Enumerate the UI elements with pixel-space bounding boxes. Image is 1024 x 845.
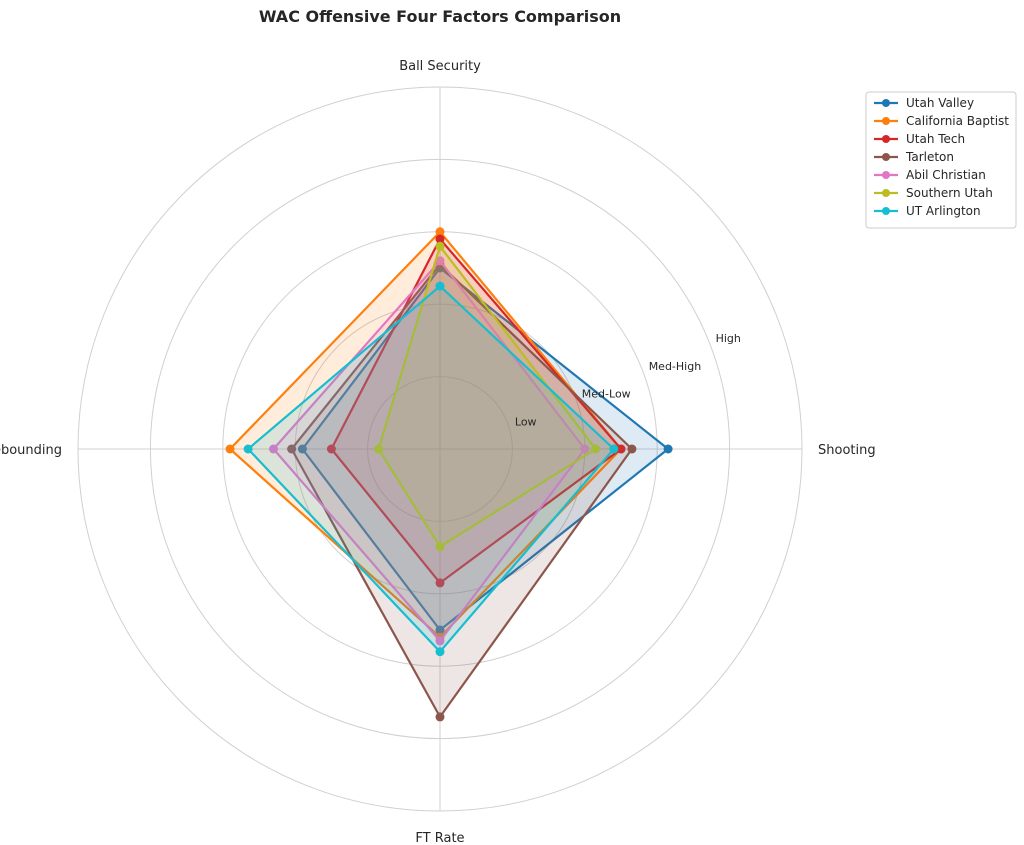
series-area-ut-arlington — [247, 285, 615, 653]
legend-label-tarleton: Tarleton — [905, 150, 954, 164]
series-point-abil-christian-1 — [435, 256, 445, 266]
series-point-southern-utah-1 — [435, 241, 445, 251]
series-point-southern-utah-2 — [374, 444, 383, 454]
legend: Utah Valley California Baptist Utah Tech Ta… — [865, 91, 1017, 229]
chart-title: WAC Offensive Four Factors Comparison — [259, 7, 621, 26]
series-point-ut-arlington-2 — [243, 444, 253, 454]
ring-label-2: Med-Low — [582, 388, 631, 401]
series-point-california-baptist-2 — [225, 444, 235, 454]
labels-layer: Low Med-Low Med-High High Shooting Ball Secur… — [0, 59, 876, 845]
legend-box — [865, 91, 1017, 229]
series-point-tarleton-2 — [287, 444, 297, 454]
series-point-california-baptist-1 — [435, 227, 445, 237]
series-point-abil-christian-2 — [269, 444, 278, 454]
legend-marker-tarleton — [882, 153, 890, 161]
axis-label-off-rebounding: Off Rebounding — [0, 443, 62, 458]
series-point-abil-christian-0 — [580, 444, 590, 454]
legend-label-ut-arlington: UT Arlington — [906, 204, 981, 218]
legend-marker-abil-christian — [882, 171, 890, 179]
legend-marker-ut-arlington — [882, 207, 890, 215]
legend-marker-california-baptist — [882, 117, 890, 125]
series-point-utah-valley-2 — [297, 444, 307, 454]
legend-label-southern-utah: Southern Utah — [906, 186, 993, 200]
ring-label-4: High — [716, 332, 741, 345]
legend-marker-southern-utah — [882, 189, 890, 197]
legend-marker-utah-tech — [882, 135, 890, 143]
axis-label-ft-rate: FT Rate — [415, 831, 464, 845]
series-point-southern-utah-0 — [591, 444, 601, 454]
series-point-ut-arlington-0 — [609, 444, 619, 454]
axis-label-shooting: Shooting — [818, 443, 876, 458]
legend-label-utah-valley: Utah Valley — [906, 96, 974, 110]
series-point-abil-christian-3 — [435, 636, 445, 646]
series-point-ut-arlington-1 — [435, 281, 445, 291]
ring-label-1: Low — [515, 415, 537, 428]
series-point-utah-tech-3 — [435, 578, 445, 588]
legend-label-utah-tech: Utah Tech — [906, 132, 965, 146]
series-point-utah-tech-1 — [435, 234, 445, 244]
axis-label-ball-security: Ball Security — [399, 59, 481, 74]
series-layer — [225, 227, 673, 722]
legend-marker-utah-valley — [882, 99, 890, 107]
series-point-utah-valley-0 — [663, 444, 673, 454]
ring-label-3: Med-High — [649, 360, 702, 373]
series-point-southern-utah-3 — [435, 542, 445, 552]
legend-label-abil-christian: Abil Christian — [906, 168, 986, 182]
series-point-utah-tech-2 — [326, 444, 336, 454]
series-point-ut-arlington-3 — [435, 647, 445, 657]
series-point-tarleton-3 — [435, 712, 445, 722]
series-point-utah-tech-0 — [616, 444, 626, 454]
legend-label-california-baptist: California Baptist — [906, 114, 1009, 128]
series-point-tarleton-0 — [627, 444, 637, 454]
series-point-utah-valley-3 — [435, 625, 445, 635]
